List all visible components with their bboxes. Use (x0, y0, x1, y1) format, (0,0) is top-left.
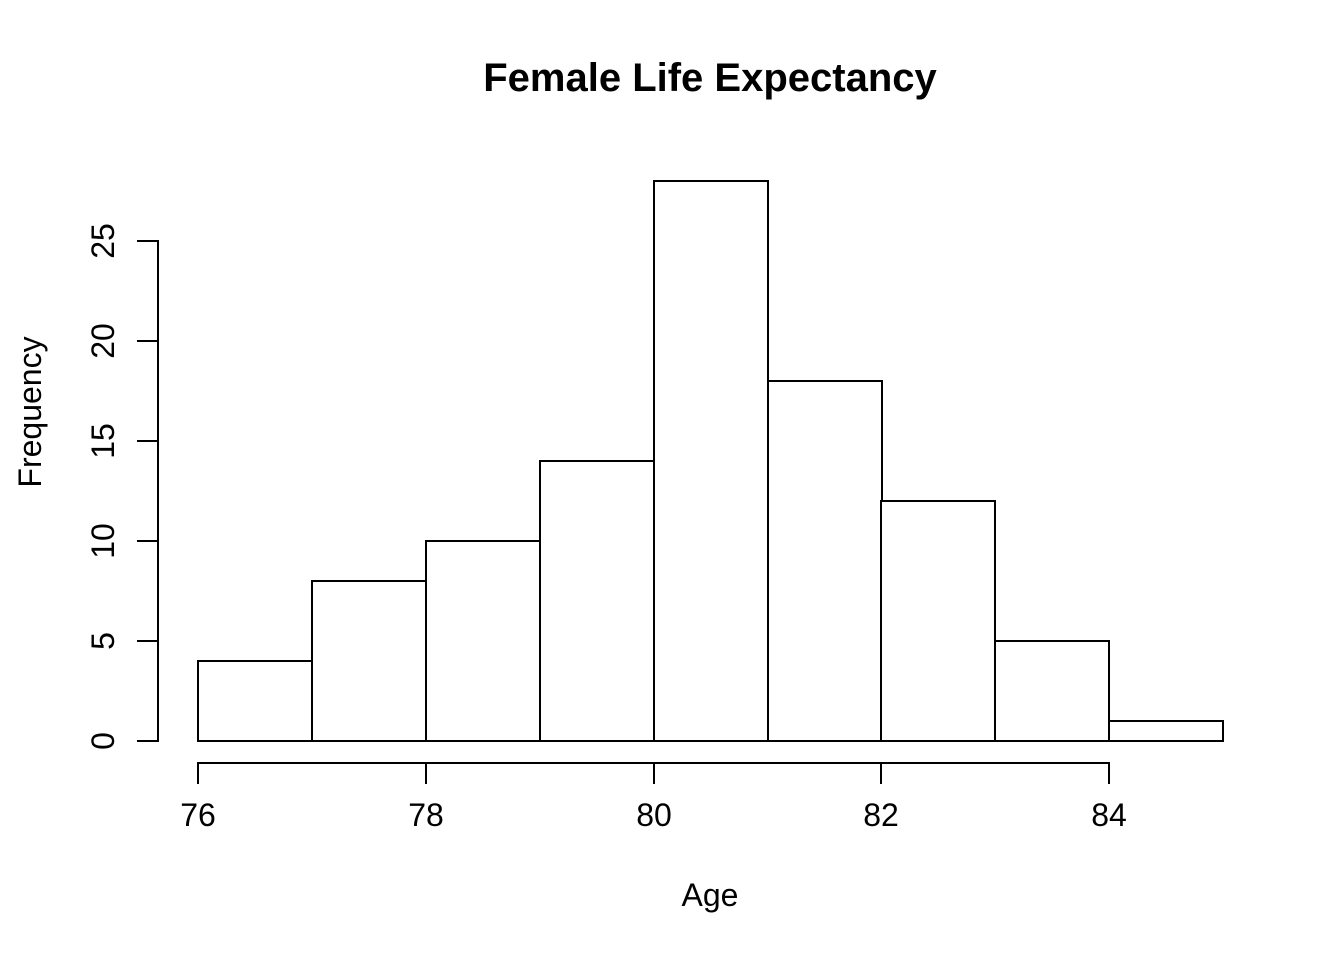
y-axis-line (157, 240, 159, 742)
chart-title: Female Life Expectancy (483, 56, 937, 100)
x-axis-label: Age (681, 877, 739, 913)
x-axis-tick-84 (1108, 762, 1110, 784)
y-axis-tick-15 (137, 440, 159, 442)
histogram-bar-81-82 (767, 380, 883, 742)
y-tick-label-25: 25 (85, 223, 121, 259)
x-tick-label-82: 82 (863, 797, 899, 833)
y-axis-tick-25 (137, 240, 159, 242)
y-axis-tick-10 (137, 540, 159, 542)
y-axis-tick-20 (137, 340, 159, 342)
x-tick-label-78: 78 (408, 797, 444, 833)
histogram-bar-77-78 (311, 580, 427, 742)
histogram-bar-78-79 (425, 540, 541, 742)
y-axis-label: Frequency (12, 336, 48, 488)
histogram-bar-84-85 (1108, 720, 1224, 742)
x-axis-tick-80 (653, 762, 655, 784)
y-tick-label-20: 20 (85, 323, 121, 359)
histogram-bar-79-80 (539, 460, 655, 742)
histogram-bar-83-84 (994, 640, 1110, 742)
histogram-bar-76-77 (197, 660, 313, 742)
y-axis-tick-0 (137, 740, 159, 742)
y-tick-label-0: 0 (85, 732, 121, 750)
y-axis-tick-5 (137, 640, 159, 642)
x-tick-label-76: 76 (180, 797, 216, 833)
x-tick-label-84: 84 (1091, 797, 1127, 833)
y-tick-label-5: 5 (85, 632, 121, 650)
histogram-bar-80-81 (653, 180, 769, 742)
x-axis-tick-82 (880, 762, 882, 784)
y-tick-label-15: 15 (85, 423, 121, 459)
y-tick-label-10: 10 (85, 523, 121, 559)
x-tick-label-80: 80 (636, 797, 672, 833)
x-axis-tick-76 (197, 762, 199, 784)
histogram-bar-82-83 (880, 500, 996, 742)
x-axis-tick-78 (425, 762, 427, 784)
